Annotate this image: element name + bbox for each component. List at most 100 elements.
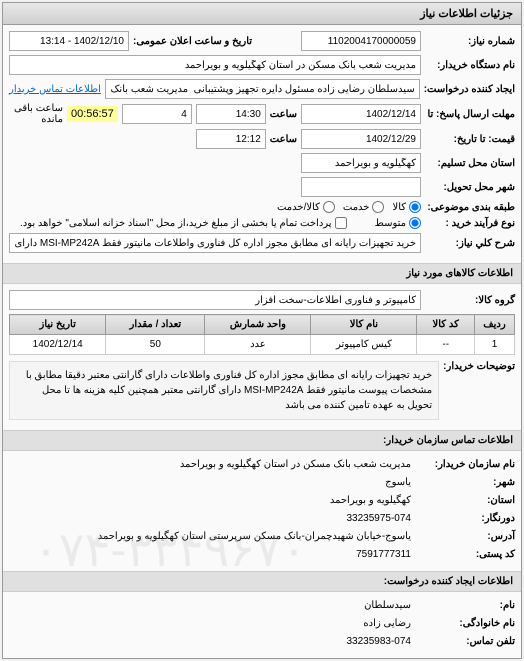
cell-unit: عدد [205,335,311,355]
cell-code: -- [417,335,475,355]
contact-fax-label: دورنگار: [415,511,515,527]
number-label: شماره نیاز: [425,36,515,47]
contact-address-line: آدرس: یاسوج-خیابان شهیدچمران-بانک مسکن س… [9,529,515,545]
group-input[interactable] [9,290,421,310]
radio-medium[interactable]: متوسط [375,217,421,229]
radio-goods[interactable]: کالا [392,201,421,213]
contact-postal-value: 7591777311 [356,547,411,563]
row-delivery-place: شهر محل تحویل: [9,177,515,197]
number-input[interactable] [301,31,421,51]
contact-postal-line: کد پستی: 7591777311 [9,547,515,563]
countdown-badge: 00:56:57 [67,106,118,122]
buyer-org-label: نام دستگاه خریدار: [425,60,515,71]
price-time-label: ساعت [270,134,297,145]
col-row: ردیف [475,315,515,335]
main-panel: جزئیات اطلاعات نیاز شماره نیاز: تاریخ و … [2,2,522,659]
province-label: استان محل تسلیم: [425,158,515,169]
row-buyer-notes: توضیحات خریدار: خرید تجهیزات رایانه ای م… [9,361,515,420]
row-group: گروه کالا: [9,290,515,310]
row-buyer-org: نام دستگاه خریدار: [9,55,515,75]
contact-org-label: نام سازمان خریدار: [415,457,515,473]
price-date-input[interactable] [301,129,421,149]
contact-address-label: آدرس: [415,529,515,545]
contact-fax-value: 33235975-074 [346,511,411,527]
table-row[interactable]: 1 -- کیس کامپیوتر عدد 50 1402/12/14 [10,335,515,355]
radio-goods-input[interactable] [409,201,421,213]
row-description: شرح کلي نیاز: [9,233,515,253]
classification-label: طبقه بندی موضوعی: [425,202,515,213]
price-time-input[interactable] [196,129,266,149]
row-deadline: مهلت ارسال پاسخ: تا ساعت 00:56:57 ساعت ب… [9,103,515,125]
process-type-group: متوسط پرداخت تمام یا بخشی از مبلغ خرید،ا… [20,217,421,229]
contact-city-line: شهر: یاسوج [9,475,515,491]
contact-postal-label: کد پستی: [415,547,515,563]
goods-section-header: اطلاعات کالاهای مورد نیاز [3,263,521,284]
treasury-checkbox-item[interactable]: پرداخت تمام یا بخشی از مبلغ خرید،از محل … [20,217,347,229]
contact-province-value: کهگیلویه و بویراحمد [330,493,411,509]
panel-title: جزئیات اطلاعات نیاز [3,3,521,25]
requester-family-line: نام خانوادگی: رضایی زاده [9,616,515,632]
row-province: استان محل تسلیم: [9,153,515,173]
row-number: شماره نیاز: تاریخ و ساعت اعلان عمومی: [9,31,515,51]
requester-section: نام: سیدسلطان نام خانوادگی: رضایی زاده ت… [3,592,521,658]
row-classification: طبقه بندی موضوعی: کالا خدمت کالا/خدمت [9,201,515,213]
process-type-label: نوع فرآیند خرید : [425,218,515,229]
col-unit: واحد شمارش [205,315,311,335]
contact-city-label: شهر: [415,475,515,491]
description-input[interactable] [9,233,421,253]
requester-name-line: نام: سیدسلطان [9,598,515,614]
goods-body: گروه کالا: ردیف کد کالا نام کالا واحد شم… [3,284,521,430]
requester-name-label: نام: [415,598,515,614]
requester-input[interactable] [105,79,420,99]
cell-date: 1402/12/14 [10,335,106,355]
buyer-notes-text: خرید تجهیزات رایانه ای مطابق مجوز اداره … [9,361,439,420]
treasury-checkbox[interactable] [335,217,347,229]
requester-label: ایجاد کننده درخواست: [424,84,515,95]
cell-qty: 50 [106,335,205,355]
price-date-label: قیمت: تا تاریخ: [425,134,515,145]
buyer-org-input[interactable] [9,55,421,75]
table-header-row: ردیف کد کالا نام کالا واحد شمارش تعداد /… [10,315,515,335]
row-requester: ایجاد کننده درخواست: اطلاعات تماس خریدار [9,79,515,99]
classification-radio-group: کالا خدمت کالا/خدمت [277,201,421,213]
radio-service[interactable]: خدمت [343,201,385,213]
delivery-place-label: شهر محل تحویل: [425,182,515,193]
remaining-label: ساعت باقی مانده [9,103,63,125]
announce-input[interactable] [9,31,129,51]
requester-family-value: رضایی زاده [363,616,411,632]
cell-row: 1 [475,335,515,355]
row-process-type: نوع فرآیند خرید : متوسط پرداخت تمام یا ب… [9,217,515,229]
contact-section-header: اطلاعات تماس سازمان خریدار: [3,430,521,451]
contact-org-line: نام سازمان خریدار: مدیریت شعب بانک مسکن … [9,457,515,473]
form-body: شماره نیاز: تاریخ و ساعت اعلان عمومی: نا… [3,25,521,263]
radio-medium-input[interactable] [409,217,421,229]
requester-section-header: اطلاعات ایجاد کننده درخواست: [3,571,521,592]
description-label: شرح کلي نیاز: [425,238,515,249]
group-label: گروه کالا: [425,295,515,306]
col-name: نام کالا [311,315,417,335]
requester-phone-value: 33235983-074 [346,634,411,650]
province-input[interactable] [301,153,421,173]
deadline-time-input[interactable] [196,104,266,124]
contact-org-value: مدیریت شعب بانک مسکن در استان کهگیلویه و… [180,457,411,473]
buyer-notes-label: توضیحات خریدار: [443,361,515,372]
radio-both[interactable]: کالا/خدمت [277,201,335,213]
col-qty: تعداد / مقدار [106,315,205,335]
announce-label: تاریخ و ساعت اعلان عمومی: [133,36,252,47]
deadline-time-label: ساعت [270,109,297,120]
contact-city-value: یاسوج [385,475,411,491]
radio-both-input[interactable] [323,201,335,213]
contact-buyer-button[interactable]: اطلاعات تماس خریدار [9,84,101,95]
delivery-place-input[interactable] [301,177,421,197]
contact-address-value: یاسوج-خیابان شهیدچمران-بانک مسکن سرپرستی… [98,529,411,545]
remaining-days-input[interactable] [122,104,192,124]
contact-fax-line: دورنگار: 33235975-074 [9,511,515,527]
col-code: کد کالا [417,315,475,335]
contact-section: نام سازمان خریدار: مدیریت شعب بانک مسکن … [3,451,521,571]
requester-phone-label: تلفن تماس: [415,634,515,650]
deadline-date-input[interactable] [301,104,421,124]
radio-service-input[interactable] [372,201,384,213]
deadline-label: مهلت ارسال پاسخ: تا [425,109,515,120]
contact-province-label: استان: [415,493,515,509]
contact-province-line: استان: کهگیلویه و بویراحمد [9,493,515,509]
